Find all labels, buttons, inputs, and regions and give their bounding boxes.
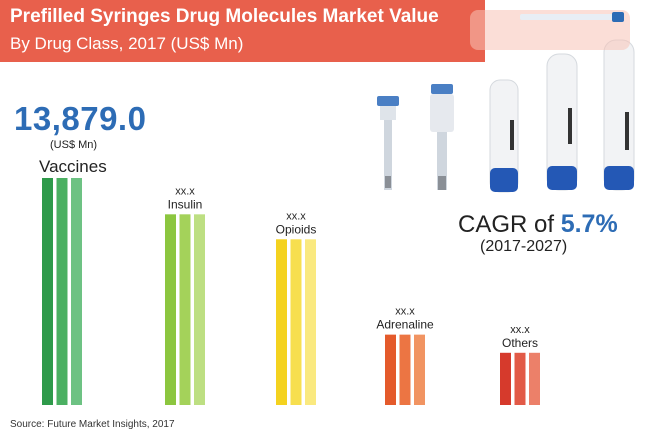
labels-group: VaccinesInsulinxx.xOpioidsxx.xAdrenaline…	[39, 157, 538, 350]
source-note: Source: Future Market Insights, 2017	[10, 419, 175, 430]
bar-vaccines-2	[56, 178, 68, 405]
cagr-text: CAGR of 5.7%	[458, 210, 618, 239]
cagr-prefix: CAGR of	[458, 211, 561, 238]
value-label-insulin: xx.x	[175, 185, 195, 197]
prefilled-syringes-photo	[365, 10, 650, 202]
value-label-others: xx.x	[510, 324, 530, 336]
bar-insulin-2	[179, 214, 191, 405]
hero-value: 13,879.0	[14, 100, 147, 137]
bar-others-1	[500, 352, 511, 405]
bar-opioids-2	[290, 239, 302, 405]
bar-others-3	[529, 352, 540, 405]
category-label-insulin: Insulin	[168, 197, 203, 211]
bar-opioids-3	[305, 239, 316, 405]
value-label-adrenaline: xx.x	[395, 306, 415, 318]
bar-adrenaline-3	[414, 334, 425, 405]
bar-adrenaline-1	[385, 334, 396, 405]
category-label-opioids: Opioids	[276, 222, 317, 236]
category-label-others: Others	[502, 336, 538, 350]
chart-subtitle: By Drug Class, 2017 (US$ Mn)	[10, 34, 244, 53]
cagr-value: 5.7%	[560, 210, 618, 238]
bar-opioids-1	[276, 239, 287, 405]
value-label-opioids: xx.x	[286, 210, 306, 222]
bar-vaccines-3	[71, 178, 82, 405]
chart-title: Prefilled Syringes Drug Molecules Market…	[10, 6, 439, 27]
bar-others-2	[514, 352, 526, 405]
category-label-adrenaline: Adrenaline	[376, 318, 434, 332]
hero-unit: (US$ Mn)	[50, 139, 98, 151]
bars-group	[42, 178, 540, 405]
bar-insulin-1	[165, 214, 176, 405]
cagr-period: (2017-2027)	[480, 238, 568, 255]
header-band	[0, 0, 485, 62]
bar-vaccines-1	[42, 178, 53, 405]
bar-insulin-3	[194, 214, 205, 405]
category-label-vaccines: Vaccines	[39, 157, 107, 176]
bar-adrenaline-2	[399, 334, 411, 405]
